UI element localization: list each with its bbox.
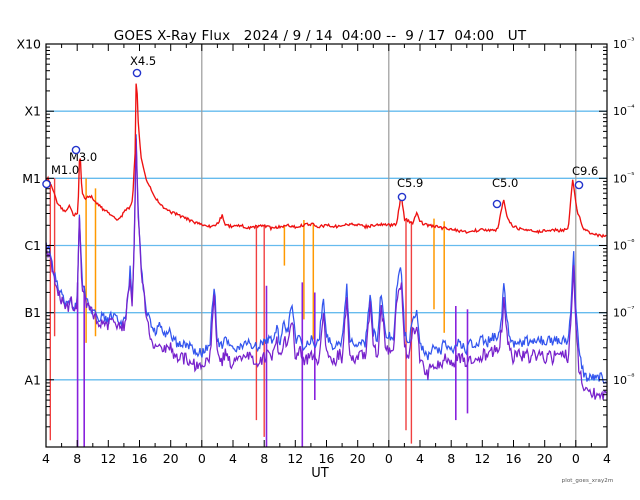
x-tick-4: 20 xyxy=(163,451,179,466)
y-axis-labels-right: 10⁻³ 10⁻⁴ 10⁻⁵ 10⁻⁶ 10⁻⁷ 10⁻⁸ xyxy=(613,36,634,387)
data-series-group xyxy=(46,83,607,447)
y-tick-left-B1: B1 xyxy=(24,305,41,320)
plot-credit-label: plot_goes_xray2m xyxy=(561,478,614,484)
y-tick-left-X1: X1 xyxy=(24,104,41,119)
axis-ticks xyxy=(45,43,608,448)
flare-annotation-M1.0: M1.0 xyxy=(42,163,79,189)
x-tick-11: 0 xyxy=(385,451,393,466)
gridlines xyxy=(46,110,607,381)
x-tick-17: 0 xyxy=(572,451,580,466)
flare-annotation-C5.0: C5.0 xyxy=(492,176,518,209)
flare-annotation-C5.9: C5.9 xyxy=(397,176,423,202)
y-tick-right-1: 10⁻⁴ xyxy=(613,103,634,118)
x-tick-0: 4 xyxy=(42,451,50,466)
flare-marker-X4.5 xyxy=(132,68,142,78)
page-title: GOES X-Ray Flux 2024 / 9 / 14 04:00 -- 9… xyxy=(113,28,527,44)
flare-label-M1.0: M1.0 xyxy=(51,163,79,177)
flare-label-C5.9: C5.9 xyxy=(397,176,423,190)
flare-marker-C5.0 xyxy=(492,199,502,209)
x-tick-10: 20 xyxy=(350,451,366,466)
x-tick-1: 8 xyxy=(73,451,81,466)
x-tick-18: 4 xyxy=(603,451,611,466)
day-separator-lines xyxy=(201,44,577,447)
flare-marker-C9.6 xyxy=(574,180,584,190)
x-tick-13: 8 xyxy=(447,451,455,466)
y-tick-left-A1: A1 xyxy=(24,372,41,387)
y-tick-right-4: 10⁻⁷ xyxy=(613,305,634,320)
flare-annotations: M1.0M3.0 X4.5 C5.9 C5.0 C9.6 xyxy=(42,54,598,209)
series-long-wavelength-red xyxy=(46,83,607,239)
x-tick-2: 12 xyxy=(100,451,116,466)
flare-label-X4.5: X4.5 xyxy=(130,54,156,68)
y-tick-left-X10: X10 xyxy=(17,37,42,52)
x-tick-14: 12 xyxy=(474,451,490,466)
y-tick-right-0: 10⁻³ xyxy=(613,36,634,51)
y-tick-right-5: 10⁻⁸ xyxy=(613,372,634,387)
x-tick-3: 16 xyxy=(132,451,148,466)
flare-marker-M3.0 xyxy=(71,145,81,155)
y-tick-right-2: 10⁻⁵ xyxy=(613,170,634,185)
y-tick-left-M1: M1 xyxy=(22,171,41,186)
y-tick-right-3: 10⁻⁶ xyxy=(613,238,634,253)
x-axis-title: UT xyxy=(311,466,329,481)
x-tick-16: 20 xyxy=(537,451,553,466)
y-axis-labels-left: X10 X1 M1 C1 B1 A1 xyxy=(17,37,42,388)
y-tick-left-C1: C1 xyxy=(24,238,41,253)
x-tick-7: 8 xyxy=(260,451,268,466)
x-tick-8: 12 xyxy=(287,451,303,466)
flare-annotation-X4.5: X4.5 xyxy=(130,54,156,78)
x-tick-12: 4 xyxy=(416,451,424,466)
flare-annotation-M3.0: M3.0 xyxy=(69,145,97,164)
x-tick-6: 4 xyxy=(229,451,237,466)
x-axis-labels: 4 8 12 16 20 0 4 8 12 16 20 0 4 8 12 16 20 0 4 xyxy=(42,451,611,466)
x-tick-9: 16 xyxy=(319,451,335,466)
series-short-wavelength-purple xyxy=(46,138,607,401)
flare-label-C9.6: C9.6 xyxy=(572,164,598,178)
flare-marker-M1.0 xyxy=(42,179,51,189)
x-tick-5: 0 xyxy=(198,451,206,466)
x-tick-15: 16 xyxy=(506,451,522,466)
flare-annotation-C9.6: C9.6 xyxy=(572,164,598,190)
flare-label-C5.0: C5.0 xyxy=(492,176,518,190)
flare-marker-C5.9 xyxy=(397,192,407,202)
